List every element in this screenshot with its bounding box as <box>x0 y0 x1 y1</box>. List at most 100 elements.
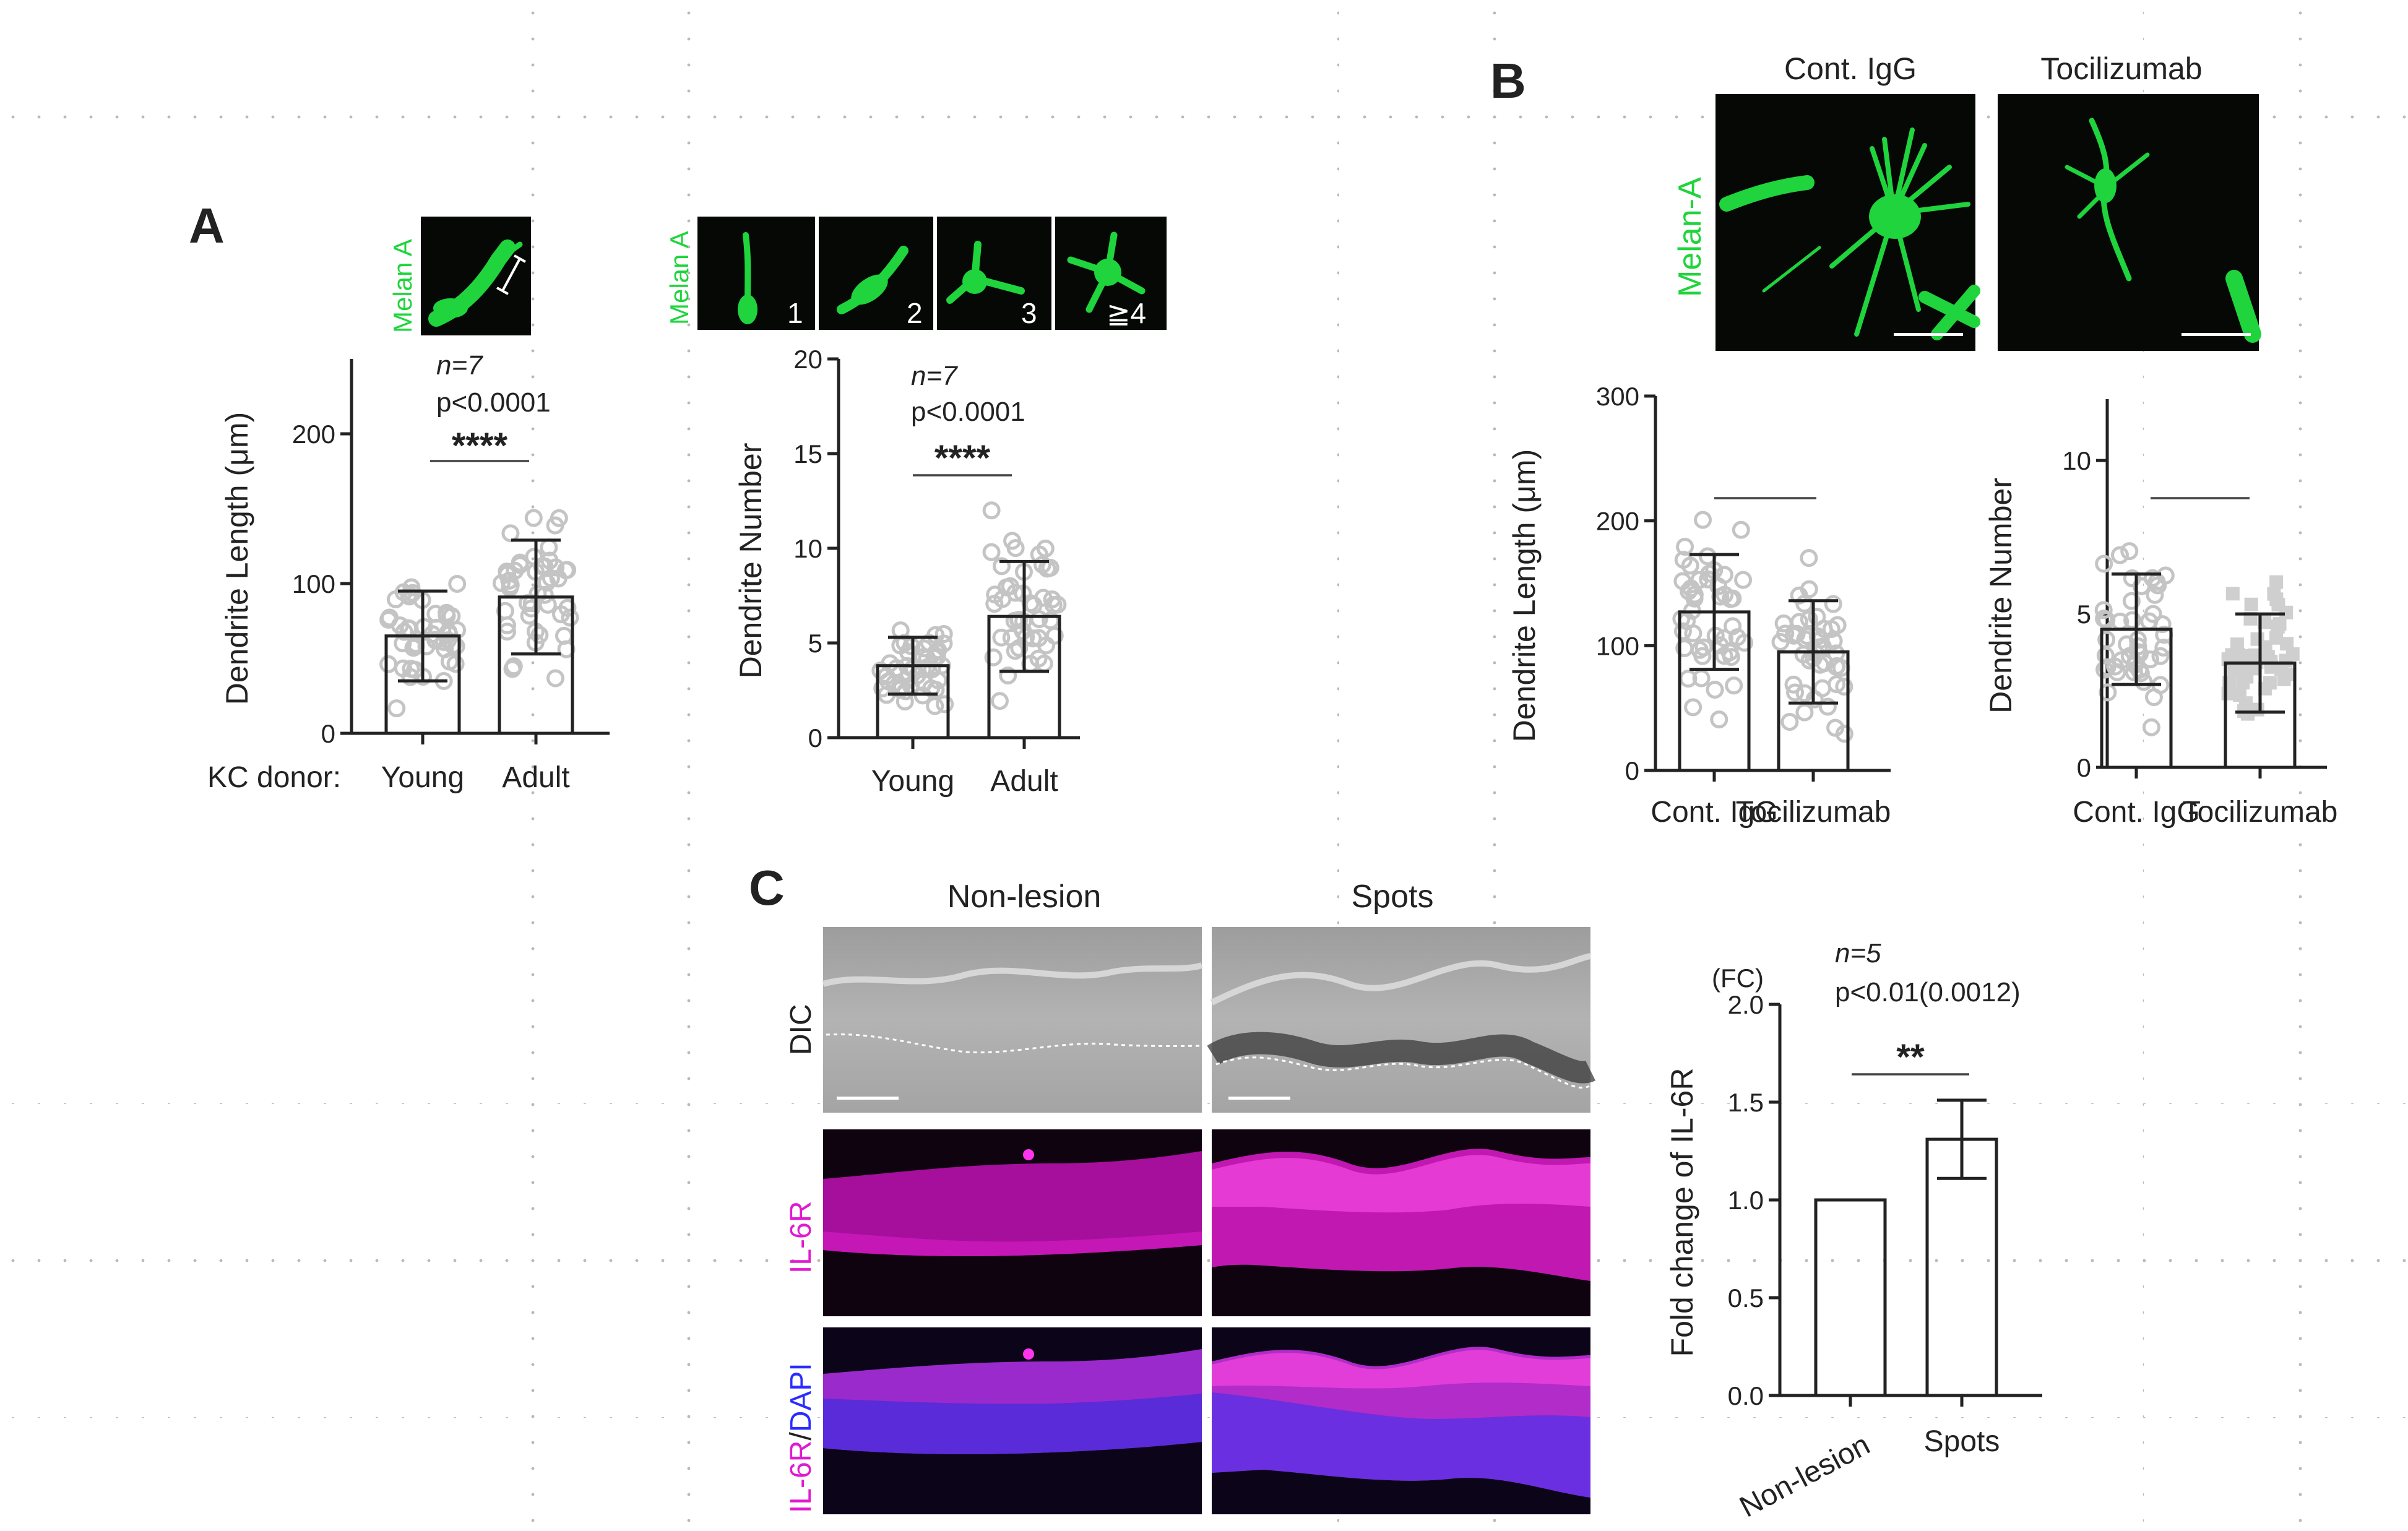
panel-b-stain-label: Melan-A <box>1672 177 1708 297</box>
il6r-nonlesion-image <box>823 1129 1202 1316</box>
data-point <box>993 590 1012 608</box>
x-category-label: Cont. IgG <box>1651 796 1777 829</box>
data-point <box>504 657 523 676</box>
data-point <box>546 669 565 688</box>
y-tick-label: 5 <box>2077 600 2091 629</box>
data-point <box>1694 511 1712 529</box>
data-point <box>2142 718 2160 736</box>
scale-bar-icon <box>1894 333 1963 336</box>
panel-c-col-title-1: Non-lesion <box>947 879 1102 915</box>
data-point <box>2097 611 2116 629</box>
data-point <box>2240 670 2254 684</box>
data-point <box>524 509 543 527</box>
merge-label-sep: / <box>785 1432 818 1441</box>
y-tick-label: 5 <box>808 629 822 658</box>
scale-bar-icon-2 <box>2181 333 2251 336</box>
scale-bar-icon-3 <box>837 1097 899 1100</box>
il6r-spots-image <box>1212 1129 1590 1316</box>
panel-a-length-micrograph <box>421 217 531 335</box>
data-point <box>927 642 946 661</box>
p-annotation: p<0.01(0.0012) <box>1835 977 2021 1007</box>
y-tick-label: 2.0 <box>1728 990 1764 1019</box>
panel-b-micrograph-tocilizumab <box>1998 94 2261 351</box>
data-point <box>1824 595 1842 613</box>
data-point <box>934 624 953 643</box>
data-point <box>891 680 910 699</box>
data-point <box>999 666 1017 685</box>
panel-a-stain-label-2: Melan A <box>665 231 694 325</box>
data-point <box>1732 520 1750 539</box>
data-point <box>2123 611 2142 629</box>
data-point <box>1808 627 1827 645</box>
data-point <box>2098 658 2117 676</box>
data-point <box>1673 622 1692 640</box>
y-tick-label: 0 <box>808 723 822 753</box>
y-axis-label: Dendrite Length (μm) <box>220 412 254 705</box>
merge-label-il6r: IL-6R <box>785 1441 818 1513</box>
y-axis-label: Dendrite Length (μm) <box>1507 449 1542 742</box>
data-point <box>1780 712 1799 731</box>
data-point <box>387 699 406 718</box>
data-point <box>501 524 520 543</box>
data-point <box>403 584 422 602</box>
data-point <box>1033 556 1051 574</box>
data-point <box>2269 575 2284 589</box>
data-point <box>1787 624 1806 643</box>
data-point <box>401 586 420 605</box>
panel-b-col-title-2: Tocilizumab <box>2040 51 2202 86</box>
y-unit-label: (FC) <box>1712 964 1764 993</box>
data-point <box>1044 596 1063 615</box>
data-point <box>2269 631 2284 645</box>
data-point <box>984 648 1003 666</box>
y-tick-label: 200 <box>1596 507 1639 536</box>
y-axis-label: Fold change of IL-6R <box>1665 1068 1699 1357</box>
data-point <box>2230 637 2244 652</box>
data-point <box>1675 639 1694 658</box>
data-point <box>990 692 1009 710</box>
panel-c-col-title-2: Spots <box>1352 879 1434 915</box>
data-point <box>936 695 954 714</box>
data-point <box>496 602 514 620</box>
data-point <box>1828 657 1846 676</box>
count-label-1: 1 <box>787 297 803 329</box>
data-point <box>2271 598 2285 612</box>
y-axis-label: Dendrite Number <box>1983 478 2018 714</box>
merge-nonlesion-image <box>823 1327 1202 1514</box>
data-point <box>1800 610 1818 629</box>
data-point <box>2267 587 2281 601</box>
data-point <box>1794 645 1813 664</box>
data-point <box>2129 637 2147 656</box>
data-point <box>1808 608 1826 626</box>
x-category-label: Cont. IgG <box>2073 796 2199 829</box>
data-point <box>982 501 1001 520</box>
panel-b-micrograph-cont-igg <box>1715 94 1980 351</box>
data-point <box>2108 663 2126 681</box>
data-point <box>992 628 1011 647</box>
panel-a-count-micrographs: 1 2 3 ≧4 <box>697 217 1167 330</box>
significance-stars: ** <box>1896 1037 1925 1077</box>
y-tick-label: 0.5 <box>1728 1283 1764 1313</box>
data-point <box>561 608 579 627</box>
data-point <box>530 626 549 644</box>
data-point <box>926 697 944 715</box>
data-point <box>1828 616 1847 634</box>
data-point <box>993 557 1011 576</box>
data-point <box>442 607 461 626</box>
p-annotation: p<0.0001 <box>911 397 1025 427</box>
row-label-il6r: IL-6R <box>785 1201 818 1274</box>
data-point <box>2123 569 2141 587</box>
data-point <box>2110 546 2129 564</box>
data-point <box>2263 676 2277 690</box>
data-point <box>1826 718 1845 737</box>
data-point <box>1786 683 1805 702</box>
data-point <box>2221 686 2235 701</box>
data-point <box>546 516 564 535</box>
panel-a-stain-label-1: Melan A <box>388 239 417 333</box>
data-point <box>1774 614 1793 632</box>
chart-b-length: 0 100 200 300 Dendrite Length (μm) Cont. IgGT… <box>1507 382 1891 829</box>
data-point <box>1710 710 1728 729</box>
panel-c-letter: C <box>749 860 785 915</box>
data-point <box>538 574 556 592</box>
data-point <box>1715 647 1733 665</box>
